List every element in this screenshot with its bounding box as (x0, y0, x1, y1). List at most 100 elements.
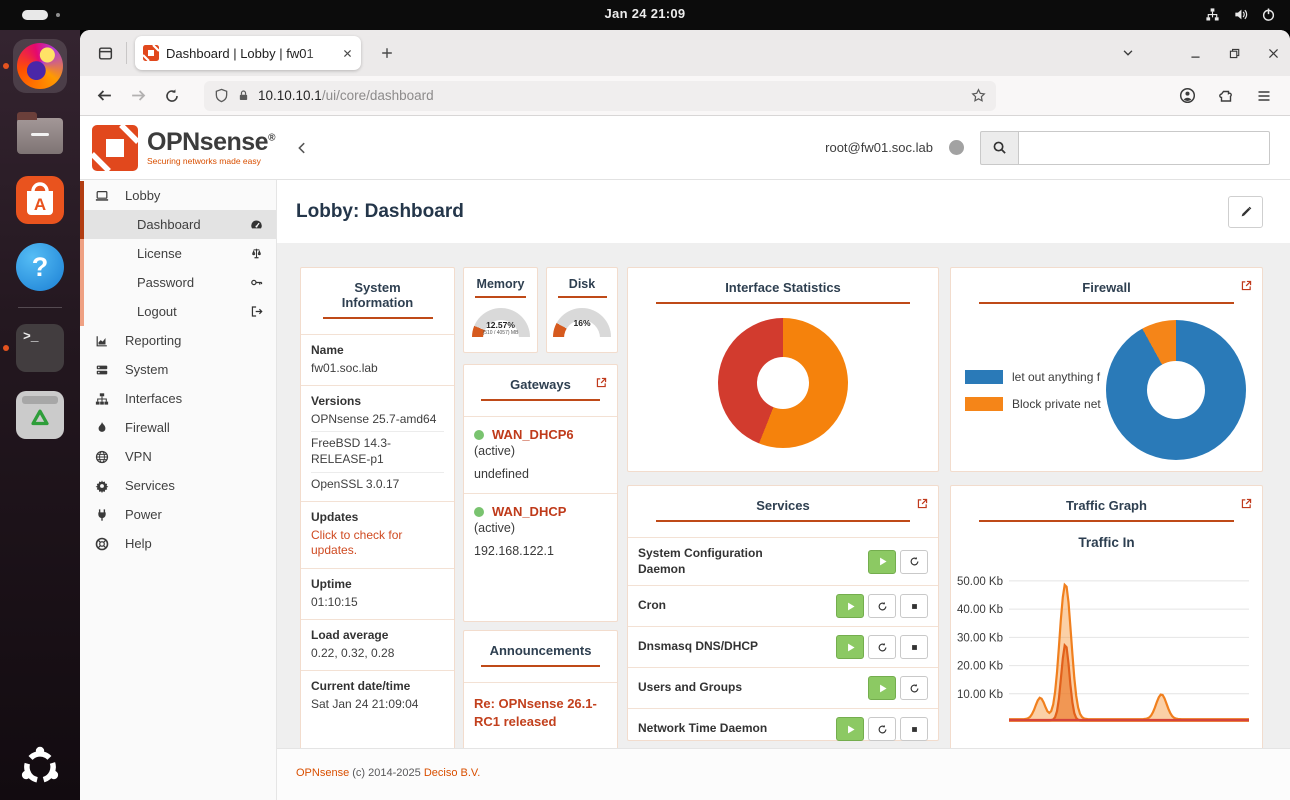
back-button[interactable] (90, 82, 118, 110)
bookmark-star-icon[interactable] (971, 88, 986, 103)
sidebar-item-license[interactable]: License (80, 239, 276, 268)
sysinfo-value: OpenSSL 3.0.17 (311, 471, 444, 493)
terminal-icon: >_ (16, 324, 64, 372)
sidebar-item-power[interactable]: Power (80, 500, 276, 529)
firefox-view-button[interactable] (90, 38, 120, 68)
sidebar-item-lobby[interactable]: Lobby (80, 181, 276, 210)
svg-text:50.00 Kb: 50.00 Kb (957, 576, 1003, 588)
external-link-icon[interactable] (595, 376, 608, 389)
firewall-legend: let out anything f Block private net (965, 370, 1101, 411)
service-start-button[interactable] (836, 594, 864, 619)
external-link-icon[interactable] (1240, 279, 1253, 292)
close-window-button[interactable] (1267, 47, 1280, 60)
minimize-button[interactable] (1189, 47, 1202, 60)
logged-in-user: root@fw01.soc.lab (825, 140, 933, 155)
network-icon (1205, 7, 1220, 22)
widget-title: Disk (568, 277, 596, 291)
sysinfo-row-current-date-time: Current date/time Sat Jan 24 21:09:04 (301, 670, 454, 721)
sysinfo-row-name: Name fw01.soc.lab (301, 335, 454, 385)
files-dock-icon[interactable] (13, 106, 67, 160)
sidebar-item-firewall[interactable]: Firewall (80, 413, 276, 442)
collapse-sidebar-icon[interactable] (295, 141, 309, 155)
footer-company-link[interactable]: Deciso B.V. (423, 767, 481, 779)
service-restart-button[interactable] (900, 676, 928, 701)
gateway-item: WAN_DHCP6 (active) undefined (474, 427, 574, 481)
sidebar-item-logout[interactable]: Logout (80, 297, 276, 326)
trash-dock-icon[interactable] (13, 388, 67, 442)
forward-button[interactable] (124, 82, 152, 110)
workspace-dot (56, 13, 60, 17)
service-stop-button[interactable] (900, 635, 928, 660)
software-dock-icon[interactable]: A (13, 173, 67, 227)
sidebar-item-system[interactable]: System (80, 355, 276, 384)
check-updates-link[interactable]: Click to check for updates. (311, 527, 403, 558)
extensions-icon[interactable] (1218, 88, 1234, 104)
browser-tab[interactable]: Dashboard | Lobby | fw01 (135, 36, 361, 70)
gateway-link[interactable]: WAN_DHCP6 (492, 427, 574, 442)
restore-button[interactable] (1228, 47, 1241, 60)
trash-icon (16, 391, 64, 439)
list-tabs-chevron-icon[interactable] (1121, 46, 1135, 60)
widget-title: Gateways (510, 377, 571, 392)
terminal-dock-icon[interactable]: >_ (3, 321, 67, 375)
power-icon (1261, 7, 1276, 22)
url-path: /ui/core/dashboard (321, 87, 434, 103)
external-link-icon[interactable] (916, 497, 929, 510)
firewall-donut (1106, 320, 1246, 460)
widget-title: Memory (476, 277, 525, 291)
ubuntu-software-icon: A (16, 176, 64, 224)
footer-brand-link[interactable]: OPNsense (296, 767, 350, 779)
svg-text:30.00 Kb: 30.00 Kb (957, 632, 1003, 644)
system-status-area[interactable] (1205, 7, 1276, 22)
announcement-link[interactable]: Re: OPNsense 26.1-RC1 released (474, 696, 597, 730)
sidebar-item-services[interactable]: Services (80, 471, 276, 500)
service-restart-button[interactable] (868, 635, 896, 660)
ubuntu-dock: A ? >_ (0, 30, 80, 800)
global-search-input[interactable] (1018, 130, 1270, 165)
opnsense-logo (92, 124, 138, 171)
sidebar-item-dashboard[interactable]: Dashboard (80, 210, 276, 239)
system-clock[interactable]: Jan 24 21:09 (604, 6, 686, 21)
sidebar-item-vpn[interactable]: VPN (80, 442, 276, 471)
tab-close-icon[interactable] (342, 48, 353, 59)
lock-icon[interactable] (237, 89, 250, 102)
service-start-button[interactable] (836, 635, 864, 660)
brand-tagline: Securing networks made easy (147, 155, 261, 166)
sidebar-item-interfaces[interactable]: Interfaces (80, 384, 276, 413)
service-restart-button[interactable] (868, 594, 896, 619)
dock-separator (18, 307, 62, 308)
external-link-icon[interactable] (1240, 497, 1253, 510)
url-bar[interactable]: 10.10.10.1/ui/core/dashboard (204, 80, 996, 111)
sidebar-menu: Lobby Dashboard License Password Logout … (80, 180, 277, 800)
shield-icon[interactable] (214, 88, 229, 103)
service-row-network-time-daemon: Network Time Daemon (628, 709, 938, 748)
sidebar-item-help[interactable]: Help (80, 529, 276, 558)
reload-button[interactable] (158, 82, 186, 110)
sysinfo-value: fw01.soc.lab (311, 360, 378, 375)
service-restart-button[interactable] (900, 549, 928, 574)
account-icon[interactable] (1179, 87, 1196, 104)
service-stop-button[interactable] (900, 717, 928, 742)
edit-dashboard-button[interactable] (1228, 195, 1263, 228)
service-stop-button[interactable] (900, 594, 928, 619)
help-dock-icon[interactable]: ? (13, 240, 67, 294)
service-start-button[interactable] (868, 676, 896, 701)
sysinfo-value: FreeBSD 14.3-RELEASE-p1 (311, 431, 444, 467)
widget-traffic-graph: Traffic Graph Traffic In 10.00 Kb 20.00 K… (950, 485, 1263, 748)
status-dot (949, 140, 964, 155)
sidebar-item-password[interactable]: Password (80, 268, 276, 297)
sidebar-item-reporting[interactable]: Reporting (80, 326, 276, 355)
service-restart-button[interactable] (868, 717, 896, 742)
menu-icon[interactable] (1256, 88, 1272, 104)
gateway-link[interactable]: WAN_DHCP (492, 504, 567, 519)
firefox-dock-icon[interactable] (3, 39, 67, 93)
sysinfo-row-uptime: Uptime 01:10:15 (301, 567, 454, 619)
service-start-button[interactable] (868, 549, 896, 574)
service-start-button[interactable] (836, 717, 864, 742)
new-tab-button[interactable] (373, 39, 401, 67)
gateway-item: WAN_DHCP (active) 192.168.122.1 (464, 493, 617, 570)
url-host: 10.10.10.1 (258, 87, 322, 103)
traffic-in-chart: 10.00 Kb 20.00 Kb 30.00 Kb 40.00 Kb 50.00 Kb (956, 554, 1257, 739)
gear-icon (95, 479, 113, 493)
show-apps-button[interactable] (19, 746, 61, 788)
